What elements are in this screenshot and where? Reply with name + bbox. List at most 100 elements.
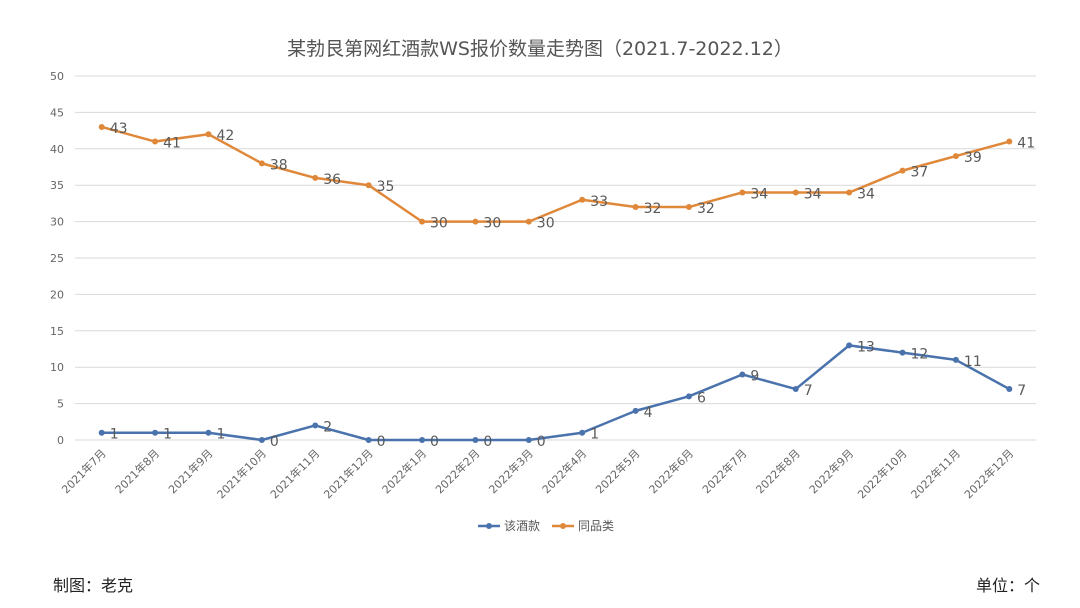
data-point	[899, 167, 906, 174]
data-label: 30	[430, 216, 448, 232]
x-tick-label: 2022年6月	[646, 446, 696, 496]
data-label: 13	[857, 339, 875, 355]
data-point	[419, 437, 426, 443]
data-point	[258, 437, 265, 443]
data-label: 30	[537, 216, 555, 232]
data-point	[472, 437, 479, 443]
data-label: 34	[804, 186, 822, 202]
data-label: 41	[1017, 136, 1035, 152]
data-label: 32	[697, 201, 715, 217]
data-label: 1	[216, 427, 225, 443]
data-label: 4	[644, 405, 653, 421]
data-point	[579, 196, 586, 203]
x-tick-label: 2022年3月	[486, 446, 536, 496]
data-point	[579, 429, 586, 436]
x-axis: 2021年7月 2021年8月 2021年9月2021年10月2021年11月202…	[59, 446, 1017, 501]
data-point	[632, 204, 639, 211]
data-point	[312, 422, 319, 429]
y-tick-label: 50	[50, 70, 64, 83]
legend-swatch-marker	[486, 523, 492, 529]
data-label: 0	[430, 434, 439, 450]
x-tick-label: 2022年11月	[908, 446, 963, 501]
y-tick-label: 25	[50, 252, 64, 265]
data-label: 32	[644, 201, 662, 217]
series-line-2	[100, 125, 1011, 223]
data-point	[739, 371, 746, 378]
data-label: 1	[590, 427, 599, 443]
data-point	[365, 437, 372, 443]
data-label: 1	[163, 427, 172, 443]
data-point	[312, 174, 319, 181]
x-tick-label: 2022年2月	[432, 446, 482, 496]
y-tick-label: 10	[50, 361, 64, 374]
data-label: 0	[537, 434, 546, 450]
data-point	[632, 407, 639, 414]
x-tick-label: 2022年1月	[379, 446, 429, 496]
data-point	[525, 437, 532, 443]
data-point	[525, 218, 532, 225]
unit-label: 单位：个	[975, 576, 1040, 595]
data-label: 11	[964, 354, 982, 370]
data-label: 0	[483, 434, 492, 450]
legend-label: 该酒款	[504, 519, 540, 533]
data-point	[258, 160, 265, 167]
data-point	[152, 138, 159, 145]
data-point	[792, 189, 799, 196]
y-axis: 0 5 10 15 20 25 30 35 40 45 50	[50, 70, 64, 447]
data-label: 7	[804, 383, 813, 399]
x-tick-label: 2022年12月	[961, 446, 1016, 501]
data-point	[739, 189, 746, 196]
data-label: 12	[911, 347, 929, 363]
data-label: 33	[590, 194, 608, 210]
data-label: 35	[377, 179, 395, 195]
y-tick-label: 15	[50, 325, 64, 338]
x-tick-label: 2021年10月	[214, 446, 269, 501]
y-tick-label: 30	[50, 216, 64, 229]
data-point	[685, 393, 692, 400]
data-point	[685, 204, 692, 211]
data-label: 34	[750, 186, 768, 202]
data-label: 42	[216, 128, 234, 144]
data-label: 37	[911, 165, 929, 181]
x-tick-label: 2021年9月	[165, 446, 215, 496]
data-label: 1	[110, 427, 119, 443]
data-label: 9	[750, 368, 759, 384]
data-label: 30	[483, 216, 501, 232]
data-point	[846, 342, 853, 349]
x-tick-label: 2022年8月	[753, 446, 803, 496]
data-point	[472, 218, 479, 225]
y-tick-label: 5	[57, 398, 64, 411]
data-point	[98, 123, 105, 130]
x-tick-label: 2021年11月	[267, 446, 322, 501]
x-tick-label: 2021年8月	[112, 446, 162, 496]
data-point	[846, 189, 853, 196]
x-tick-label: 2022年7月	[699, 446, 749, 496]
data-point	[98, 429, 105, 436]
data-point	[205, 131, 212, 138]
data-point	[419, 218, 426, 225]
data-point	[205, 429, 212, 436]
x-tick-label: 2022年5月	[593, 446, 643, 496]
data-label: 38	[270, 157, 288, 173]
data-point	[952, 356, 959, 363]
data-label: 43	[110, 121, 128, 137]
chart-title: 某勃艮第网红酒款WS报价数量走势图（2021.7-2022.12）	[287, 38, 793, 60]
data-label: 39	[964, 150, 982, 166]
y-tick-label: 0	[57, 434, 64, 447]
data-point	[899, 349, 906, 356]
data-point	[1006, 138, 1013, 145]
grid	[75, 75, 1036, 441]
y-tick-label: 45	[50, 106, 64, 119]
y-tick-label: 35	[50, 179, 64, 192]
data-label: 6	[697, 390, 706, 406]
data-point	[152, 429, 159, 436]
data-point	[365, 182, 372, 189]
y-tick-label: 40	[50, 143, 64, 156]
data-point	[952, 153, 959, 160]
series-line-1	[100, 344, 1011, 442]
legend-swatch-marker	[560, 523, 566, 529]
y-tick-label: 20	[50, 288, 64, 301]
data-point	[1006, 386, 1013, 393]
data-label: 36	[323, 172, 341, 188]
